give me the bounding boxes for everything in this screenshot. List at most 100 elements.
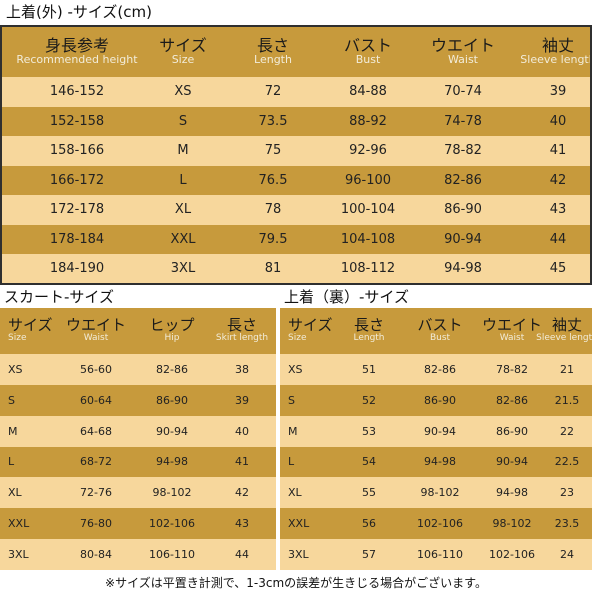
table-cell: 44 <box>235 548 249 562</box>
table-cell: 81 <box>264 261 282 277</box>
table-cell: 96-100 <box>344 172 392 188</box>
inner-table-title: 上着（裏）-サイズ <box>284 288 409 306</box>
header-en-label: Size <box>8 332 27 343</box>
header-en-label: Length <box>353 332 385 343</box>
table-row: XXL 76-80 102-106 43 <box>0 508 276 540</box>
table-row: 146-152 XS 72 84-88 70-74 39 <box>2 77 590 107</box>
table-cell: 41 <box>549 143 567 159</box>
header-cell: 袖丈 Sleeve length <box>536 308 592 354</box>
table-cell: 74-78 <box>444 113 482 129</box>
header-cell: 長さ Length <box>340 308 398 354</box>
table-cell: 76.5 <box>258 172 288 188</box>
table-cell: 172-178 <box>49 202 105 218</box>
table-cell: XXL <box>8 517 30 531</box>
table-cell: 78 <box>264 202 282 218</box>
table-cell: 40 <box>549 113 567 129</box>
table-cell: 102-106 <box>489 548 535 562</box>
table-cell: 86-90 <box>444 202 482 218</box>
header-cell: ウエイト Waist <box>56 308 136 354</box>
table-cell: 75 <box>264 143 282 159</box>
table-cell: 102-106 <box>417 517 463 531</box>
table-cell: 39 <box>549 84 567 100</box>
table-cell: 21 <box>560 362 574 376</box>
table-row: 3XL 57 106-110 102-106 24 <box>280 539 592 570</box>
table-cell: 86-90 <box>156 393 188 407</box>
header-row: サイズ Size ウエイト Waist ヒップ Hip 長さ Skirt length <box>0 308 276 354</box>
table-cell: 90-94 <box>156 424 188 438</box>
table-cell: 22.5 <box>554 455 580 469</box>
table-cell: XS <box>8 362 23 376</box>
table-cell: 86-90 <box>424 393 456 407</box>
table-cell: 57 <box>362 548 376 562</box>
header-jp-label: ウエイト <box>65 316 126 335</box>
table-row: 3XL 80-84 106-110 44 <box>0 539 276 570</box>
table-cell: 3XL <box>8 548 29 562</box>
table-cell: 98-102 <box>420 486 460 500</box>
table-cell: 38 <box>235 362 249 376</box>
table-cell: 42 <box>549 172 567 188</box>
table-cell: XS <box>174 84 192 100</box>
table-cell: 3XL <box>170 261 196 277</box>
top-table-title: 上着(外) -サイズ(cm) <box>6 3 152 21</box>
header-jp-label: サイズ <box>8 316 53 335</box>
table-cell: 158-166 <box>49 143 105 159</box>
table-cell: 78-82 <box>496 362 528 376</box>
jacket-inner-size-table: サイズ Size 長さ Length バスト Bust ウエイト Waist 袖丈 Sleeve … <box>280 308 592 570</box>
header-cell: 長さ Skirt length <box>208 308 276 354</box>
table-cell: 72 <box>264 84 282 100</box>
skirt-size-table: サイズ Size ウエイト Waist ヒップ Hip 長さ Skirt length XS 56… <box>0 308 276 570</box>
table-row: 178-184 XXL 79.5 104-108 90-94 44 <box>2 224 590 254</box>
header-cell: ウエイト Waist <box>404 27 522 77</box>
table-cell: 94-98 <box>444 261 482 277</box>
table-cell: 102-106 <box>149 517 195 531</box>
table-cell: 90-94 <box>444 231 482 247</box>
table-cell: 178-184 <box>49 231 105 247</box>
header-en-label: Waist <box>83 332 109 343</box>
table-cell: 79.5 <box>258 231 288 247</box>
table-cell: S <box>8 393 15 407</box>
table-cell: 72-76 <box>80 486 112 500</box>
table-row: XL 72-76 98-102 42 <box>0 477 276 509</box>
table-cell: 82-86 <box>156 362 188 376</box>
table-cell: 56-60 <box>80 362 112 376</box>
table-cell: 82-86 <box>424 362 456 376</box>
table-cell: XXL <box>170 231 196 247</box>
header-en-label: Size <box>171 53 195 67</box>
table-cell: 92-96 <box>349 143 387 159</box>
table-cell: 76-80 <box>80 517 112 531</box>
table-row: 184-190 3XL 81 108-112 94-98 45 <box>2 254 590 283</box>
table-row: XXL 56 102-106 98-102 23.5 <box>280 508 592 540</box>
header-en-label: Bust <box>355 53 381 67</box>
table-row: 166-172 L 76.5 96-100 82-86 42 <box>2 165 590 195</box>
table-cell: 80-84 <box>80 548 112 562</box>
table-cell: L <box>8 455 15 469</box>
header-en-label: Waist <box>447 53 478 67</box>
skirt-table-title: スカート-サイズ <box>4 288 114 306</box>
header-jp-label: 袖丈 <box>551 316 582 335</box>
header-cell: サイズ Size <box>152 27 214 77</box>
table-cell: 94-98 <box>424 455 456 469</box>
table-cell: 54 <box>362 455 376 469</box>
table-cell: XL <box>174 202 192 218</box>
table-row: S 60-64 86-90 39 <box>0 384 276 416</box>
table-cell: M <box>288 424 298 438</box>
header-jp-label: 長さ <box>353 316 384 335</box>
table-row: 152-158 S 73.5 88-92 74-78 40 <box>2 106 590 136</box>
table-cell: 24 <box>560 548 574 562</box>
header-cell: バスト Bust <box>398 308 482 354</box>
table-cell: 88-92 <box>349 113 387 129</box>
table-row: XS 56-60 82-86 38 <box>0 354 276 385</box>
header-jp-label: 袖丈 <box>541 35 574 55</box>
header-en-label: Skirt length <box>215 332 269 343</box>
footnote: ※サイズは平置き計測で、1-3cmの誤差が生きじる場合がございます。 <box>105 576 487 590</box>
table-cell: M <box>8 424 18 438</box>
table-cell: 184-190 <box>49 261 105 277</box>
table-cell: 21.5 <box>554 393 580 407</box>
table-cell: 68-72 <box>80 455 112 469</box>
header-jp-label: 長さ <box>226 316 257 335</box>
table-cell: 78-82 <box>444 143 482 159</box>
header-row: サイズ Size 長さ Length バスト Bust ウエイト Waist 袖丈 Sleeve … <box>280 308 592 354</box>
header-jp-label: バスト <box>417 316 463 335</box>
header-en-label: Waist <box>499 332 525 343</box>
table-cell: 82-86 <box>444 172 482 188</box>
